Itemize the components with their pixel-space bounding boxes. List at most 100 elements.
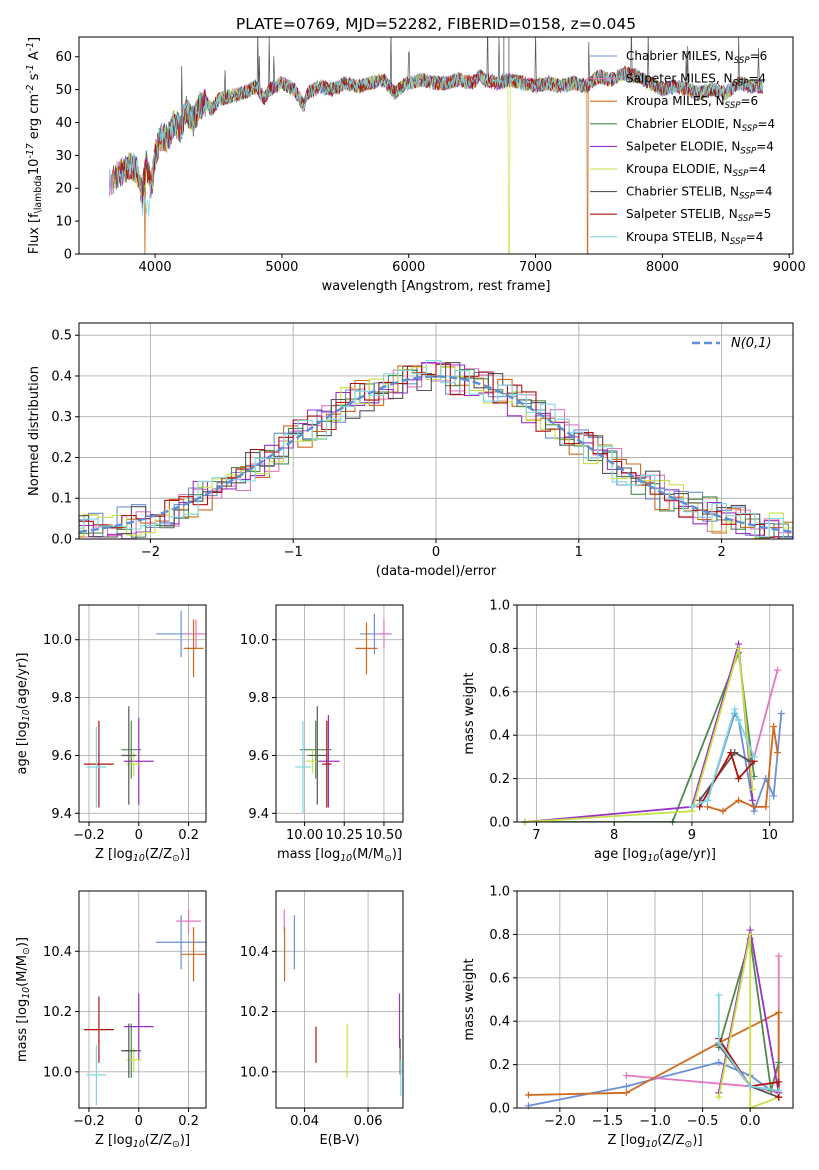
y-tick-label: 10 — [55, 215, 72, 230]
label-fragment: E(B-V) — [319, 1133, 359, 1148]
y-tick-label: 0.0 — [489, 1102, 510, 1117]
x-tick-label: 10 — [761, 828, 778, 843]
marker-chabrier_elodie — [775, 1058, 783, 1066]
x-tick-label: 0.2 — [178, 828, 199, 843]
marker-kroupa_miles — [703, 803, 711, 811]
label-fragment: Kroupa MILES, N — [626, 94, 725, 108]
axes-frame — [78, 604, 207, 823]
y-tick-label: 1.0 — [489, 599, 510, 614]
marker-salpeter_miles — [622, 1071, 630, 1079]
label-fragment: Normed distribution — [27, 366, 42, 496]
legend-label-kroupa_stelib: Kroupa STELIB, NSSP=4 — [626, 230, 763, 247]
label-fragment: (Z/Z — [145, 1133, 172, 1148]
marker-kroupa_stelib — [746, 1082, 754, 1090]
y-tick-label: 0.6 — [489, 971, 510, 986]
marker-salpeter_stelib — [735, 775, 743, 783]
histogram-chabrier_stelib — [79, 362, 793, 539]
label-fragment: (M/M — [352, 847, 384, 862]
x-tick-label: −1 — [284, 545, 303, 560]
label-fragment: =6 — [750, 49, 768, 63]
label-fragment: mass weight — [462, 958, 477, 1040]
label-fragment: -1 — [25, 64, 36, 73]
label-fragment: 10 — [340, 853, 352, 864]
y-tick-label: 40 — [55, 116, 72, 131]
label-fragment: SSP — [738, 214, 755, 224]
x-tick-label: −2.0 — [544, 1114, 576, 1129]
marker-salpeter_stelib — [775, 1093, 783, 1101]
label-fragment: A — [27, 51, 42, 64]
x-axis-label: age [log10(age/yr)] — [594, 847, 716, 864]
label-fragment: 10 — [27, 159, 42, 176]
y-axis-label: mass weight — [462, 672, 477, 754]
label-fragment: SSP — [725, 101, 742, 111]
spectrum-panel: 4000 5000 6000 7000 8000 9000 0 10 20 30 40 50 60 wav… — [25, 36, 806, 294]
spectrum-line-kroupa_stelib — [117, 67, 763, 217]
massweight-vs-Z-panel: −2.0 −1.5 −1.0 −0.5 0.0 0.0 0.2 0.4 0.6 0.8 1.0 Z [… — [462, 885, 794, 1150]
y-tick-label: 10.4 — [43, 945, 72, 960]
y-tick-label: 9.6 — [248, 749, 269, 764]
x-axis-label: (data-model)/error — [376, 564, 497, 579]
label-fragment: SSP — [733, 79, 750, 89]
y-tick-label: 10.2 — [240, 1005, 269, 1020]
label-fragment: )] — [15, 937, 30, 947]
label-fragment: s — [27, 73, 42, 84]
residual-panel: N(0,1) −2 −1 0 1 2 0.0 0.1 0.2 0.3 0.4 0.5 (data-mod… — [27, 322, 794, 579]
axes-frame — [78, 36, 794, 255]
axes-frame — [275, 604, 404, 823]
marker-kroupa_miles — [719, 807, 727, 815]
series-line-chabrier_elodie — [524, 652, 755, 822]
label-fragment: (age/yr)] — [15, 653, 30, 710]
series-line-salpeter_elodie — [717, 929, 780, 1093]
y-tick-label: 0.8 — [489, 642, 510, 657]
label-fragment: ⊙ — [172, 1139, 180, 1150]
marker-kroupa_stelib — [775, 1087, 783, 1095]
y-tick-label: 9.8 — [248, 691, 269, 706]
label-fragment: SSP — [730, 237, 747, 247]
label-fragment: =4 — [756, 139, 774, 153]
histogram-salpeter_stelib — [79, 363, 793, 539]
y-tick-label: 9.4 — [248, 807, 269, 822]
marker-chabrier_miles — [715, 1058, 723, 1066]
marker-kroupa_elodie — [735, 644, 743, 652]
label-fragment: Flux [f — [27, 213, 42, 254]
y-tick-label: 30 — [55, 149, 72, 164]
marker-kroupa_stelib — [688, 803, 696, 811]
histogram-kroupa_miles — [79, 365, 793, 539]
label-fragment: 10 — [133, 853, 145, 864]
marker-kroupa_miles — [773, 749, 781, 757]
y-tick-label: 10.0 — [43, 633, 72, 648]
x-axis-label: Z [log10(Z/Z⊙)] — [95, 847, 190, 864]
label-fragment: Chabrier STELIB, N — [626, 185, 739, 199]
label-fragment: -1 — [25, 42, 36, 51]
x-tick-label: 0 — [432, 545, 440, 560]
x-tick-label: 10.00 — [286, 828, 323, 843]
x-tick-label: 8000 — [646, 260, 679, 275]
legend-label-salpeter_elodie: Salpeter ELODIE, NSSP=4 — [626, 139, 774, 156]
x-tick-label: 0 — [135, 828, 143, 843]
label-fragment: Kroupa STELIB, N — [626, 230, 730, 244]
gaussian-curve — [78, 375, 794, 534]
marker-kroupa_miles — [762, 803, 770, 811]
label-fragment: Z [log — [95, 1133, 133, 1148]
label-fragment: Z [log — [607, 1133, 645, 1148]
marker-kroupa_stelib — [735, 716, 743, 724]
label-fragment: age [log — [15, 721, 30, 774]
x-tick-label: 1 — [575, 545, 583, 560]
x-tick-label: 0.04 — [290, 1114, 319, 1129]
y-axis-label: age [log10(age/yr)] — [15, 653, 32, 775]
x-tick-label: 5000 — [265, 260, 298, 275]
marker-chabrier_miles — [770, 792, 778, 800]
x-tick-label: 0.0 — [740, 1114, 761, 1129]
y-tick-label: 0 — [64, 248, 72, 263]
marker-salpeter_miles — [773, 666, 781, 674]
label-fragment: 10 — [21, 987, 32, 999]
x-axis-label: mass [log10(M/M⊙)] — [277, 847, 402, 864]
label-fragment: =4 — [748, 72, 766, 86]
y-tick-label: 10.2 — [43, 1005, 72, 1020]
x-tick-label: 10.50 — [365, 828, 402, 843]
label-fragment: -2 — [25, 85, 36, 94]
label-fragment: ⊙ — [384, 853, 392, 864]
legend-label-kroupa_elodie: Kroupa ELODIE, NSSP=4 — [626, 162, 766, 179]
y-tick-label: 50 — [55, 83, 72, 98]
